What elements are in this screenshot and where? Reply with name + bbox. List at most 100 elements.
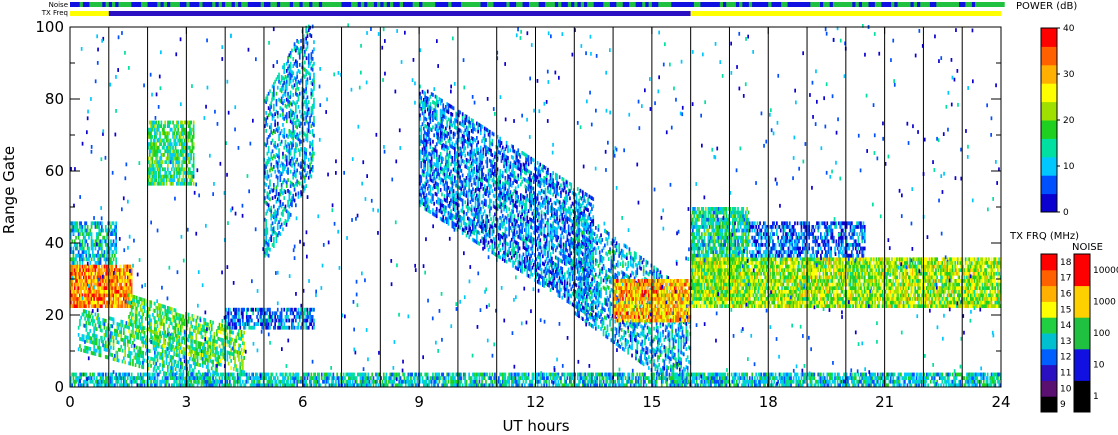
echo-cell bbox=[85, 221, 88, 226]
echo-cell bbox=[280, 325, 283, 330]
echo-cell bbox=[468, 170, 470, 175]
echo-cell bbox=[309, 119, 311, 124]
echo-cell bbox=[305, 69, 307, 73]
noise-strip-cell bbox=[264, 2, 268, 7]
echo-cell bbox=[114, 297, 116, 301]
echo-cell bbox=[80, 228, 82, 233]
echo-cell bbox=[150, 328, 152, 332]
echo-cell bbox=[213, 339, 216, 343]
echo-cell bbox=[298, 149, 301, 154]
echo-cell bbox=[161, 131, 164, 136]
echo-cell bbox=[73, 228, 76, 233]
echo-cell bbox=[461, 133, 464, 138]
echo-cell bbox=[155, 354, 157, 359]
noise-strip-cell bbox=[797, 2, 801, 7]
echo-cell bbox=[269, 197, 271, 202]
echo-cell bbox=[488, 209, 491, 213]
echo-cell bbox=[292, 193, 295, 198]
noise-strip-cell bbox=[370, 2, 375, 7]
echo-cell bbox=[476, 197, 478, 201]
echo-cell bbox=[176, 337, 178, 342]
echo-cell bbox=[126, 286, 129, 290]
echo-cell bbox=[79, 232, 81, 236]
echo-cell bbox=[476, 215, 478, 219]
echo-cell bbox=[231, 337, 234, 342]
echo-cell bbox=[115, 228, 117, 233]
echo-cell bbox=[212, 320, 214, 325]
echo-cell bbox=[173, 149, 176, 154]
echo-cell bbox=[90, 340, 93, 344]
echo-cell bbox=[132, 334, 134, 339]
echo-cell bbox=[232, 341, 235, 346]
echo-cell bbox=[275, 160, 278, 164]
echo-cell bbox=[172, 336, 174, 341]
echo-cell bbox=[285, 105, 288, 109]
echo-cell bbox=[282, 209, 284, 214]
echo-cell bbox=[81, 246, 84, 251]
echo-cell bbox=[182, 350, 185, 355]
echo-cell bbox=[499, 140, 501, 145]
echo-cell bbox=[428, 173, 430, 178]
echo-cell bbox=[217, 351, 220, 355]
echo-cell bbox=[285, 115, 288, 120]
noise-strip-cell bbox=[955, 2, 960, 7]
echo-cell bbox=[273, 183, 275, 187]
echo-cell bbox=[305, 137, 307, 142]
echo-cell bbox=[156, 160, 159, 164]
noise-strip-cell bbox=[231, 2, 236, 7]
echo-cell bbox=[447, 164, 450, 169]
echo-cell bbox=[128, 264, 130, 269]
noise-strip-cell bbox=[364, 2, 368, 7]
echo-cell bbox=[189, 131, 191, 136]
echo-cell bbox=[282, 202, 284, 206]
echo-cell bbox=[126, 325, 129, 329]
echo-cell bbox=[147, 366, 150, 371]
echo-cell bbox=[452, 167, 455, 172]
echo-cell bbox=[279, 174, 282, 179]
echo-cell bbox=[135, 306, 138, 311]
echo-cell bbox=[478, 195, 481, 199]
echo-cell bbox=[477, 183, 479, 188]
echo-cell bbox=[216, 350, 218, 355]
echo-cell bbox=[270, 173, 273, 178]
echo-cell bbox=[274, 79, 276, 84]
echo-cell bbox=[76, 243, 79, 247]
echo-cell bbox=[191, 135, 194, 139]
echo-cell bbox=[79, 271, 81, 276]
echo-cell bbox=[296, 39, 298, 43]
echo-cell bbox=[173, 308, 176, 312]
echo-cell bbox=[134, 363, 137, 367]
echo-cell bbox=[273, 211, 275, 216]
echo-cell bbox=[183, 322, 186, 327]
noise-strip-cell bbox=[719, 2, 724, 7]
echo-cell bbox=[172, 318, 174, 323]
echo-cell bbox=[178, 342, 181, 346]
echo-cell bbox=[295, 192, 297, 197]
echo-cell bbox=[488, 158, 491, 163]
echo-cell bbox=[169, 346, 172, 351]
echo-cell bbox=[178, 357, 181, 362]
echo-cell bbox=[473, 159, 476, 164]
echo-cell bbox=[267, 174, 270, 179]
echo-cell bbox=[486, 178, 489, 183]
echo-cell bbox=[298, 109, 301, 114]
echo-cell bbox=[257, 318, 260, 323]
echo-cell bbox=[455, 198, 457, 202]
echo-cell bbox=[152, 120, 155, 125]
echo-cell bbox=[143, 309, 146, 313]
echo-cell bbox=[95, 327, 98, 331]
echo-cell bbox=[435, 124, 438, 129]
echo-cell bbox=[103, 325, 106, 330]
echo-cell bbox=[437, 168, 439, 173]
echo-cell bbox=[288, 154, 291, 158]
echo-cell bbox=[467, 198, 469, 203]
echo-cell bbox=[264, 239, 266, 244]
echo-cell bbox=[73, 261, 76, 265]
echo-cell bbox=[103, 300, 106, 305]
echo-cell bbox=[468, 152, 470, 157]
echo-cell bbox=[79, 239, 81, 244]
echo-cell bbox=[442, 171, 445, 176]
echo-cell bbox=[234, 311, 236, 316]
echo-cell bbox=[178, 375, 181, 380]
echo-cell bbox=[238, 357, 240, 362]
